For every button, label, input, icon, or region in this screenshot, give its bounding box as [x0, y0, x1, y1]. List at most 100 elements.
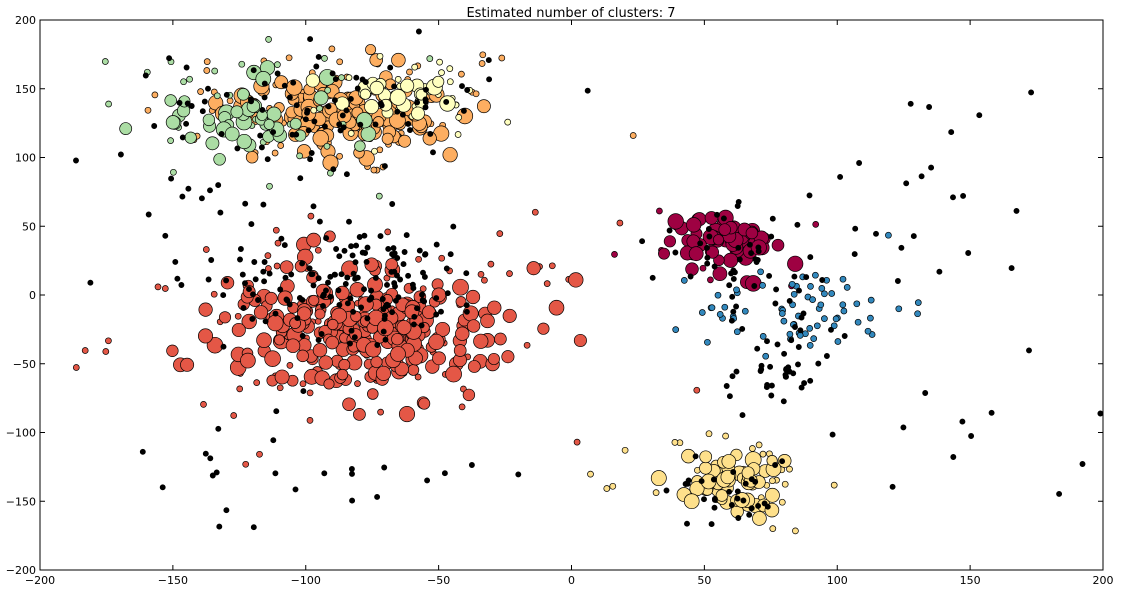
cluster-4-edge-point	[496, 230, 504, 237]
noise-point	[162, 232, 169, 239]
cluster-1-edge-point	[479, 51, 487, 59]
cluster-2-core-point	[119, 122, 133, 135]
cluster-3-core-point	[305, 73, 320, 88]
cluster-7-edge-point	[603, 485, 611, 492]
cluster-5-core-point	[745, 226, 759, 240]
cluster-2-core-point	[213, 153, 226, 166]
cluster-1-core-point	[398, 134, 412, 148]
noise-point	[795, 361, 801, 368]
noise-point	[422, 104, 429, 111]
cluster-5-core-point	[713, 254, 725, 267]
cluster-6-edge-point	[790, 290, 798, 298]
noise-point	[354, 274, 361, 281]
noise-point	[733, 368, 740, 375]
noise-point	[819, 277, 826, 283]
noise-point	[327, 293, 334, 300]
cluster-2-edge-point	[167, 137, 174, 144]
cluster-2-core-point	[236, 133, 252, 150]
noise-point	[1097, 410, 1104, 417]
cluster-6-edge-point	[834, 338, 842, 345]
cluster-4-core-point	[432, 351, 446, 366]
cluster-4-edge-point	[154, 283, 162, 291]
noise-point	[907, 100, 914, 107]
cluster-1-edge-point	[478, 60, 486, 67]
cluster-2-edge-point	[375, 192, 383, 200]
noise-point	[179, 193, 186, 200]
noise-point	[468, 462, 475, 468]
noise-point	[343, 171, 350, 178]
cluster-6-edge-point	[810, 335, 818, 342]
x-tick-label: −100	[291, 574, 321, 587]
cluster-4-core-point	[279, 260, 294, 274]
noise-point	[420, 269, 426, 276]
noise-point	[220, 292, 227, 299]
x-tick-label: −50	[427, 574, 450, 587]
cluster-2-edge-point	[296, 152, 303, 160]
noise-point	[309, 271, 316, 278]
cluster-1-edge-point	[271, 149, 279, 157]
noise-point	[422, 98, 429, 105]
noise-point	[796, 287, 802, 294]
noise-point	[286, 94, 293, 101]
noise-point	[433, 241, 440, 248]
cluster-4-core-point	[480, 313, 495, 329]
cluster-4-core-point	[462, 388, 476, 402]
cluster-7-core-point	[752, 511, 767, 526]
cluster-4-core-point	[548, 299, 565, 316]
noise-point	[1079, 461, 1086, 467]
noise-point	[339, 112, 346, 119]
cluster-5-core-point	[685, 262, 699, 276]
noise-point	[485, 57, 492, 64]
noise-point	[258, 144, 265, 151]
noise-point	[447, 251, 454, 258]
cluster-3-edge-point	[310, 106, 318, 114]
noise-point	[710, 476, 717, 483]
cluster-3-edge-point	[446, 78, 454, 86]
noise-point	[407, 127, 413, 134]
noise-point	[250, 291, 256, 298]
noise-point	[248, 221, 255, 228]
cluster-7-core-point	[741, 466, 755, 480]
cluster-6-edge-point	[714, 291, 722, 299]
cluster-2-core-point	[263, 118, 275, 130]
noise-point	[803, 274, 810, 281]
cluster-2-edge-point	[321, 55, 328, 62]
noise-point	[374, 342, 381, 348]
noise-point	[251, 259, 258, 265]
noise-point	[740, 497, 747, 504]
noise-point	[764, 503, 771, 510]
noise-point	[728, 317, 735, 324]
cluster-2-edge-point	[170, 168, 177, 176]
noise-point	[242, 280, 248, 287]
cluster-6-edge-point	[864, 327, 872, 335]
noise-point	[433, 295, 440, 302]
noise-point	[237, 246, 244, 252]
noise-point	[486, 76, 493, 83]
cluster-4-core-point	[501, 350, 515, 364]
cluster-6-edge-point	[812, 271, 819, 279]
noise-point	[87, 279, 94, 286]
cluster-1-core-point	[391, 52, 406, 68]
cluster-1-core-point	[365, 44, 377, 56]
cluster-5-edge-point	[812, 221, 820, 228]
cluster-2-edge-point	[324, 86, 332, 94]
x-tick-label: 0	[568, 574, 575, 587]
cluster-4-core-point	[526, 261, 541, 276]
cluster-4-edge-point	[481, 276, 488, 284]
cluster-7-core-point	[765, 487, 780, 503]
cluster-3-edge-point	[376, 52, 384, 60]
noise-point	[218, 131, 225, 137]
axis-ticks: −200 −150 −100 −50 0 50 100 150 200 −200 −150 −100 −…	[6, 14, 1114, 587]
cluster-4-core-point	[273, 334, 285, 346]
noise-point	[185, 185, 192, 192]
cluster-7-edge-point	[652, 489, 660, 496]
cluster-4-core-point	[455, 326, 470, 341]
noise-point	[262, 318, 269, 325]
noise-point	[261, 80, 268, 87]
noise-point	[372, 274, 379, 281]
noise-point	[183, 64, 190, 71]
noise-point	[950, 454, 957, 460]
noise-point	[380, 306, 387, 313]
noise-point	[199, 108, 206, 115]
cluster-6-edge-point	[778, 310, 786, 317]
